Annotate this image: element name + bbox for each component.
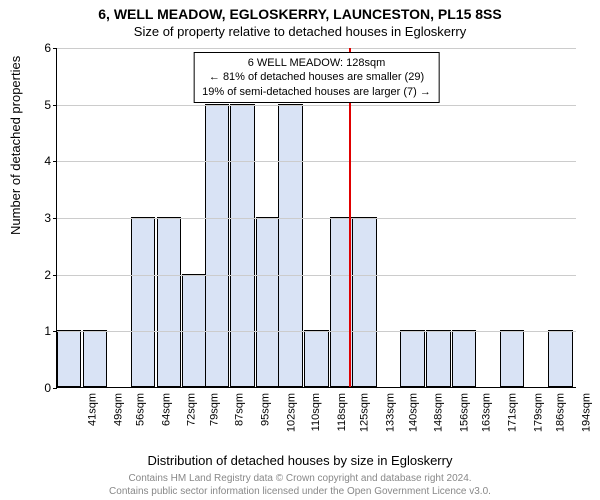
x-tick-label: 41sqm [86,393,98,426]
histogram-bar [157,217,181,387]
annot-line2: ← 81% of detached houses are smaller (29… [202,70,431,84]
x-tick-label: 171sqm [507,393,519,432]
x-tick-label: 95sqm [260,393,272,426]
y-tick-mark [53,218,57,219]
x-tick-label: 79sqm [208,393,220,426]
x-tick-label: 87sqm [234,393,246,426]
gridline [57,161,576,162]
plot-area: 0123456 41sqm49sqm56sqm64sqm72sqm79sqm87… [56,48,576,388]
histogram-bar [256,217,280,387]
histogram-bar [352,217,376,387]
x-tick-label: 186sqm [555,393,567,432]
gridline [57,105,576,106]
histogram-bar [426,330,450,387]
x-tick-label: 133sqm [385,393,397,432]
y-tick-mark [53,48,57,49]
histogram-bar [230,104,254,387]
histogram-bar [205,104,229,387]
y-tick-mark [53,388,57,389]
y-tick-mark [53,331,57,332]
x-tick-label: 72sqm [186,393,198,426]
histogram-bar [304,330,328,387]
histogram-bar [500,330,524,387]
gridline [57,331,576,332]
histogram-bar [83,330,107,387]
y-tick-label: 0 [44,381,51,395]
x-tick-label: 110sqm [310,393,322,431]
annot-line3: 19% of semi-detached houses are larger (… [202,85,431,99]
footer-line1: Contains HM Land Registry data © Crown c… [0,473,600,486]
y-tick-label: 2 [44,268,51,282]
y-axis-label: Number of detached properties [8,56,23,235]
y-tick-mark [53,161,57,162]
x-tick-label: 102sqm [285,393,297,432]
x-tick-label: 148sqm [433,393,445,432]
y-tick-label: 6 [44,41,51,55]
histogram-bar [278,104,302,387]
histogram-bar [452,330,476,387]
x-tick-label: 194sqm [581,393,593,432]
x-axis-label: Distribution of detached houses by size … [0,453,600,468]
y-tick-mark [53,105,57,106]
x-tick-label: 49sqm [112,393,124,426]
x-tick-label: 163sqm [481,393,493,432]
footer-line2: Contains public sector information licen… [0,486,600,499]
histogram-bar [182,274,206,387]
y-tick-label: 1 [44,324,51,338]
histogram-bar [131,217,155,387]
y-tick-label: 5 [44,98,51,112]
x-tick-label: 125sqm [359,393,371,432]
x-tick-label: 179sqm [532,393,544,432]
footer-attribution: Contains HM Land Registry data © Crown c… [0,473,600,498]
chart-subtitle: Size of property relative to detached ho… [0,24,600,39]
chart-container: 6, WELL MEADOW, EGLOSKERRY, LAUNCESTON, … [0,0,600,500]
x-tick-label: 64sqm [160,393,172,426]
gridline [57,275,576,276]
y-tick-mark [53,275,57,276]
y-tick-label: 3 [44,211,51,225]
x-tick-label: 156sqm [459,393,471,432]
x-tick-label: 140sqm [407,393,419,432]
histogram-bar [548,330,572,387]
y-tick-label: 4 [44,154,51,168]
gridline [57,218,576,219]
histogram-bar [400,330,424,387]
annot-line1: 6 WELL MEADOW: 128sqm [202,56,431,70]
histogram-bar [57,330,81,387]
chart-title-address: 6, WELL MEADOW, EGLOSKERRY, LAUNCESTON, … [0,6,600,22]
gridline [57,48,576,49]
x-tick-label: 118sqm [336,393,348,431]
x-tick-label: 56sqm [135,393,147,426]
annotation-box: 6 WELL MEADOW: 128sqm ← 81% of detached … [193,52,440,103]
